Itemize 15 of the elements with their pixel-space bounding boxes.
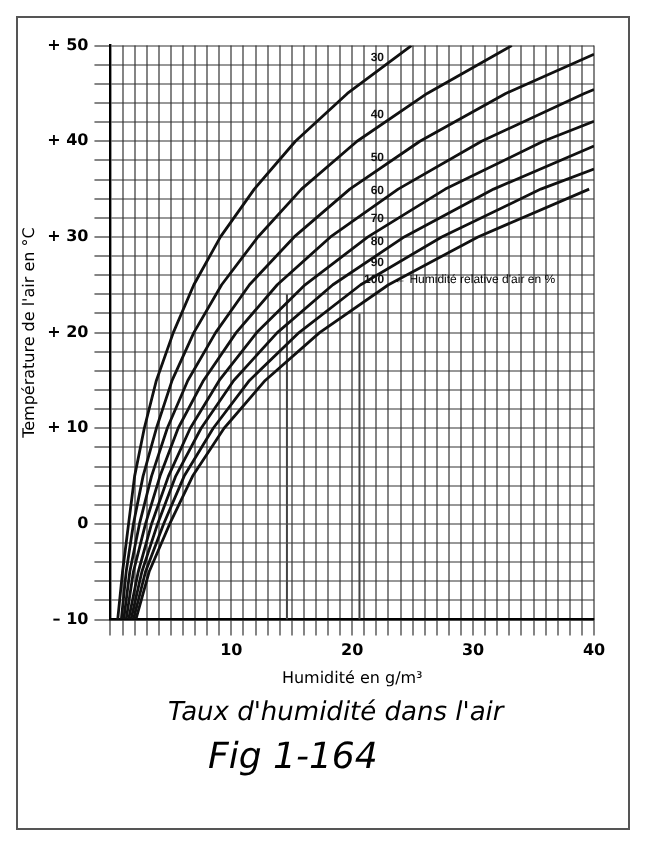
x-tick-label: 20 bbox=[341, 641, 365, 660]
x-tick-label: 30 bbox=[461, 641, 486, 660]
y-tick-label: + 10 bbox=[47, 418, 90, 437]
x-tick-label: 10 bbox=[220, 641, 244, 660]
y-tick-label: + 40 bbox=[47, 131, 90, 150]
x-tick-label: 40 bbox=[582, 641, 606, 660]
y-tick-label: – 10 bbox=[52, 609, 90, 628]
y-tick-label: + 20 bbox=[47, 322, 90, 341]
y-tick-label: + 30 bbox=[47, 227, 90, 246]
text: Taux d'humidité dans l'air bbox=[168, 698, 507, 728]
x-axis-title: Humidité en g/m³ bbox=[281, 668, 423, 687]
y-axis-title: Température de l'air en °C bbox=[19, 226, 38, 440]
caption: Fig 1-164 bbox=[208, 736, 380, 778]
y-tick-label: + 50 bbox=[47, 35, 90, 54]
y-tick-label: 0 bbox=[77, 514, 90, 533]
